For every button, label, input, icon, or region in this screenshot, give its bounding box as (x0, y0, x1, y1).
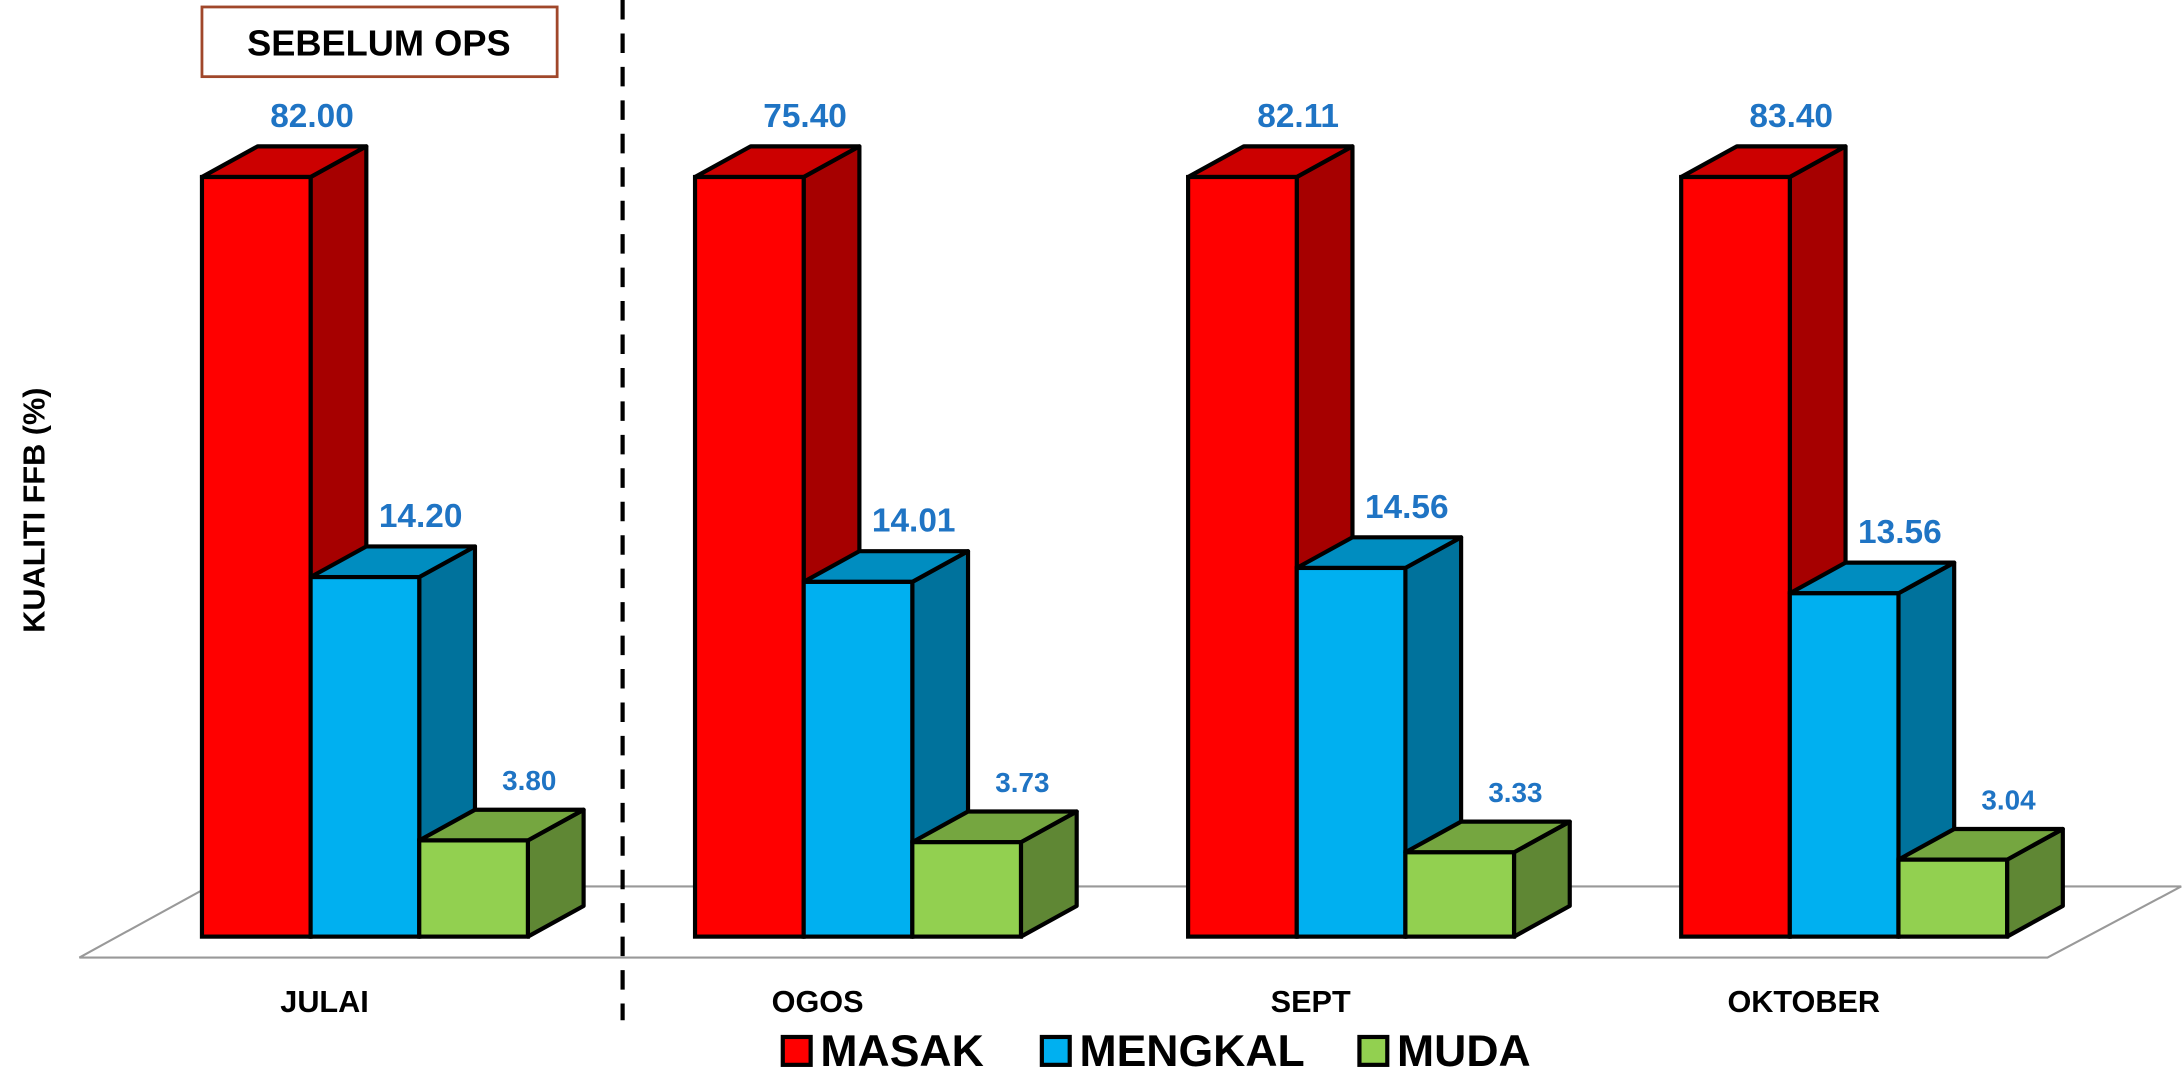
annotation-box (200, 5, 559, 79)
legend-swatch (780, 1034, 813, 1067)
value-label: 3.04 (1981, 784, 2036, 815)
value-label: 14.20 (379, 498, 463, 535)
bar (801, 579, 915, 939)
value-label: 14.01 (872, 503, 956, 540)
value-label: 75.40 (763, 98, 847, 135)
bar (910, 840, 1024, 939)
x-tick-label: OKTOBER (1727, 985, 1880, 1019)
bar (308, 574, 422, 939)
value-label: 13.56 (1858, 514, 1942, 551)
y-axis-label: KUALITI FFB (%) (18, 388, 52, 633)
legend-swatch (1039, 1034, 1072, 1067)
bar (1679, 174, 1792, 939)
value-label: 3.73 (995, 767, 1049, 798)
legend-label: MENGKAL (1079, 1027, 1304, 1076)
value-label: 83.40 (1749, 98, 1833, 135)
x-tick-label: OGOS (772, 985, 864, 1019)
bar (692, 174, 806, 939)
legend-label: MUDA (1397, 1027, 1531, 1076)
floor (78, 885, 2182, 959)
bar (199, 174, 313, 939)
value-label: 14.56 (1365, 489, 1449, 526)
bar (1403, 850, 1517, 939)
bar (1186, 174, 1299, 939)
value-label: 82.00 (270, 98, 354, 135)
x-tick-label: JULAI (280, 985, 369, 1019)
bars (199, 144, 2065, 939)
bar (1896, 857, 2010, 939)
x-tick-label: SEPT (1271, 985, 1351, 1019)
value-label: 3.33 (1488, 777, 1542, 808)
value-label: 3.80 (502, 765, 556, 796)
bar (417, 838, 530, 939)
legend: MASAK MENGKAL MUDA (780, 1027, 1531, 1076)
annotation: SEBELUM OPS (247, 23, 511, 64)
legend-label: MASAK (820, 1027, 983, 1076)
value-label: 82.11 (1257, 98, 1339, 135)
legend-swatch (1357, 1034, 1390, 1067)
bar (1294, 565, 1408, 939)
bar (1787, 591, 1901, 939)
